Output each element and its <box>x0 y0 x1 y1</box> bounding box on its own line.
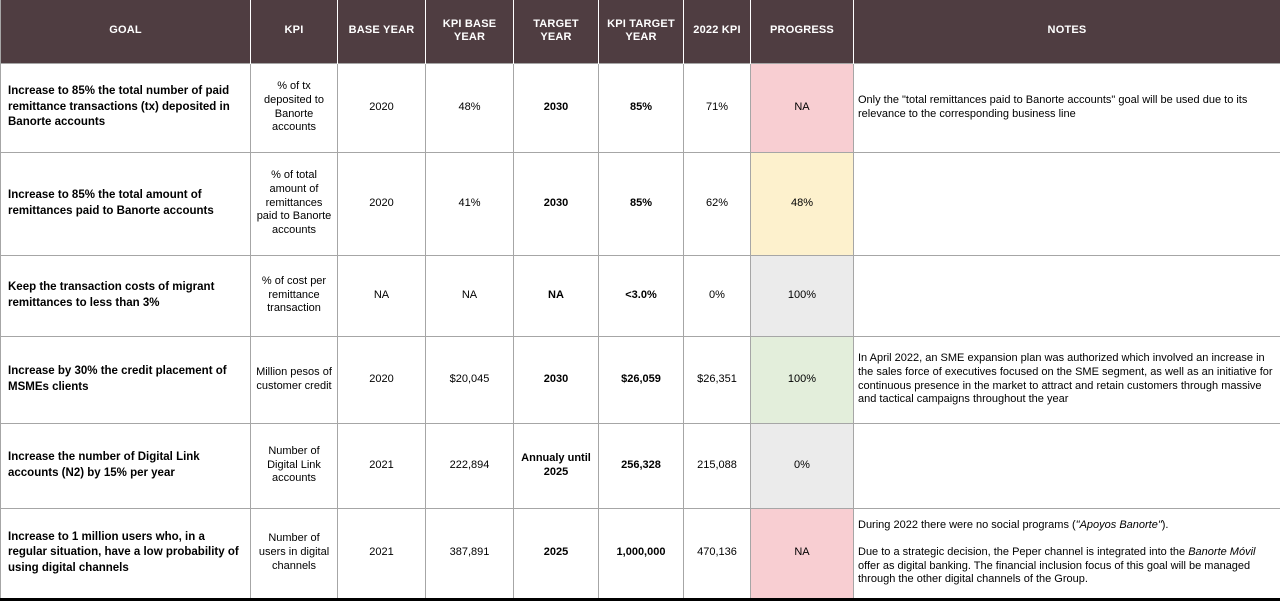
base-year-cell: 2021 <box>337 507 426 600</box>
kpi-target-year-cell: 1,000,000 <box>598 507 684 600</box>
progress-cell: NA <box>750 507 854 600</box>
kpi-2022-cell: 62% <box>683 151 751 256</box>
note-text-italic: "Apoyos Banorte" <box>1075 519 1162 531</box>
target-year-cell: 2030 <box>513 151 599 256</box>
goal-cell: Increase to 85% the total amount of remi… <box>0 151 251 256</box>
kpi-base-year-cell: 222,894 <box>425 422 514 509</box>
kpi-2022-cell: 0% <box>683 254 751 337</box>
kpi-2022-cell: $26,351 <box>683 335 751 424</box>
column-header-kpi: KPI <box>250 0 338 63</box>
kpi-target-year-cell: 256,328 <box>598 422 684 509</box>
table-header-row: GOAL KPI BASE YEAR KPI BASE YEAR TARGET … <box>0 0 1280 63</box>
kpi-cell: Million pesos of customer credit <box>250 335 338 424</box>
column-header-target-year: TARGET YEAR <box>513 0 599 63</box>
progress-cell: 48% <box>750 151 854 256</box>
target-year-cell: 2030 <box>513 62 599 153</box>
kpi-cell: Number of users in digital channels <box>250 507 338 600</box>
goal-cell: Increase by 30% the credit placement of … <box>0 335 251 424</box>
column-header-kpi-target-year: KPI TARGET YEAR <box>598 0 684 63</box>
table-row: Increase to 85% the total amount of remi… <box>0 151 1280 256</box>
goal-cell: Increase to 1 million users who, in a re… <box>0 507 251 600</box>
column-header-2022-kpi: 2022 KPI <box>683 0 751 63</box>
kpi-base-year-cell: 48% <box>425 62 514 153</box>
progress-cell: NA <box>750 62 854 153</box>
kpi-target-year-cell: $26,059 <box>598 335 684 424</box>
notes-cell <box>853 151 1280 256</box>
note-text: offer as digital banking. The financial … <box>858 559 1251 586</box>
kpi-2022-cell: 71% <box>683 62 751 153</box>
base-year-cell: NA <box>337 254 426 337</box>
target-year-cell: 2030 <box>513 335 599 424</box>
column-header-base-year: BASE YEAR <box>337 0 426 63</box>
table-row: Increase the number of Digital Link acco… <box>0 422 1280 509</box>
goal-cell: Increase to 85% the total number of paid… <box>0 62 251 153</box>
table-row: Increase to 85% the total number of paid… <box>0 62 1280 153</box>
kpi-cell: % of cost per remittance transaction <box>250 254 338 337</box>
kpi-2022-cell: 470,136 <box>683 507 751 600</box>
note-text: ). <box>1161 519 1169 531</box>
goal-cell: Increase the number of Digital Link acco… <box>0 422 251 509</box>
target-year-cell: Annualy until 2025 <box>513 422 599 509</box>
kpi-cell: % of total amount of remittances paid to… <box>250 151 338 256</box>
goal-cell: Keep the transaction costs of migrant re… <box>0 254 251 337</box>
table-row: Keep the transaction costs of migrant re… <box>0 254 1280 337</box>
notes-cell: In April 2022, an SME expansion plan was… <box>853 335 1280 424</box>
base-year-cell: 2020 <box>337 62 426 153</box>
target-year-cell: NA <box>513 254 599 337</box>
kpi-base-year-cell: NA <box>425 254 514 337</box>
note-text: Due to a strategic decision, the Peper c… <box>858 545 1189 558</box>
progress-cell: 0% <box>750 422 854 509</box>
column-header-kpi-base-year: KPI BASE YEAR <box>425 0 514 63</box>
column-header-progress: PROGRESS <box>750 0 854 63</box>
base-year-cell: 2020 <box>337 335 426 424</box>
table-row: Increase by 30% the credit placement of … <box>0 335 1280 424</box>
table-row: Increase to 1 million users who, in a re… <box>0 507 1280 600</box>
kpi-target-year-cell: <3.0% <box>598 254 684 337</box>
target-year-cell: 2025 <box>513 507 599 600</box>
base-year-cell: 2021 <box>337 422 426 509</box>
kpi-base-year-cell: 41% <box>425 151 514 256</box>
notes-cell: Only the "total remittances paid to Bano… <box>853 62 1280 153</box>
kpi-2022-cell: 215,088 <box>683 422 751 509</box>
note-text: During 2022 there were no social program… <box>858 519 1076 531</box>
kpi-base-year-cell: 387,891 <box>425 507 514 600</box>
progress-cell: 100% <box>750 254 854 337</box>
kpi-target-year-cell: 85% <box>598 151 684 256</box>
kpi-base-year-cell: $20,045 <box>425 335 514 424</box>
kpi-target-year-cell: 85% <box>598 62 684 153</box>
base-year-cell: 2020 <box>337 151 426 256</box>
notes-cell: During 2022 there were no social program… <box>853 507 1280 600</box>
note-text: Only the "total remittances paid to Bano… <box>858 93 1248 120</box>
note-text: In April 2022, an SME expansion plan was… <box>858 352 1273 406</box>
note-text-italic: Banorte Móvil <box>1188 545 1256 558</box>
column-header-goal: GOAL <box>0 0 251 63</box>
notes-cell <box>853 254 1280 337</box>
kpi-cell: Number of Digital Link accounts <box>250 422 338 509</box>
kpi-cell: % of tx deposited to Banorte accounts <box>250 62 338 153</box>
progress-cell: 100% <box>750 335 854 424</box>
column-header-notes: NOTES <box>853 0 1280 63</box>
notes-cell <box>853 422 1280 509</box>
